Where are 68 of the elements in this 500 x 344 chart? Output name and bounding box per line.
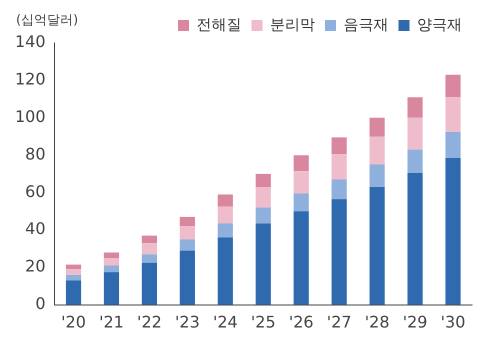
bar	[66, 264, 82, 270]
x-tick-label: '26	[288, 312, 314, 332]
bar	[218, 206, 233, 224]
y-axis-title: (십억달러)	[16, 12, 78, 28]
y-tick-label: 80	[25, 144, 46, 164]
bar	[104, 252, 120, 258]
legend-label: 음극재	[344, 15, 388, 34]
y-tick-label: 0	[35, 294, 46, 313]
y-tick-label: 20	[25, 256, 46, 276]
x-tick-label: '23	[174, 312, 200, 332]
bar	[142, 254, 158, 263]
bar	[104, 272, 120, 305]
y-tick-label: 100	[14, 106, 46, 126]
y-tick-label: 40	[25, 219, 46, 238]
bar	[142, 262, 158, 305]
x-tick-label: '28	[364, 312, 390, 332]
bar	[445, 74, 461, 98]
bar	[445, 132, 461, 158]
bar	[180, 216, 195, 226]
bar	[370, 186, 385, 305]
y-tick-label: 140	[14, 32, 46, 52]
bar	[370, 164, 385, 187]
bar	[407, 97, 423, 118]
y-tick-label: 120	[14, 70, 46, 89]
y-tick-label: 60	[25, 182, 46, 201]
bar	[256, 186, 271, 208]
bar	[332, 154, 347, 180]
bar	[104, 258, 120, 266]
legend-label: 분리막	[270, 15, 315, 34]
bar	[180, 239, 195, 251]
x-tick-label: '27	[326, 312, 352, 332]
bar	[66, 274, 82, 280]
bar	[370, 136, 385, 165]
x-tick-label: '22	[137, 312, 162, 332]
bar	[218, 194, 233, 207]
x-tick-label: '20	[61, 312, 86, 332]
x-tick-label: '24	[212, 312, 238, 332]
bar	[294, 155, 309, 172]
x-tick-label: '25	[250, 312, 276, 332]
bar	[332, 199, 347, 305]
bar	[180, 250, 195, 305]
bar	[142, 243, 158, 254]
bar	[445, 97, 461, 132]
bar	[407, 150, 423, 173]
bar	[218, 223, 233, 238]
bar	[256, 223, 271, 305]
x-tick-label: '30	[440, 312, 466, 332]
bar	[66, 269, 82, 275]
bar	[407, 172, 423, 305]
bar	[294, 211, 309, 305]
bar	[180, 226, 195, 240]
legend-label: 전해질	[196, 15, 242, 34]
bar	[445, 158, 461, 305]
bar	[332, 137, 347, 154]
bar	[142, 236, 158, 244]
x-tick-label: '29	[402, 312, 428, 332]
bar	[294, 171, 309, 194]
bar	[332, 180, 347, 200]
bar	[256, 174, 271, 187]
x-tick-label: '21	[99, 312, 124, 332]
legend-label: 양극재	[417, 15, 462, 34]
bar	[104, 266, 120, 272]
bar	[407, 118, 423, 150]
bar	[66, 280, 82, 305]
bar	[256, 208, 271, 224]
bar	[370, 118, 385, 136]
bar	[294, 194, 309, 212]
bar	[218, 237, 233, 305]
